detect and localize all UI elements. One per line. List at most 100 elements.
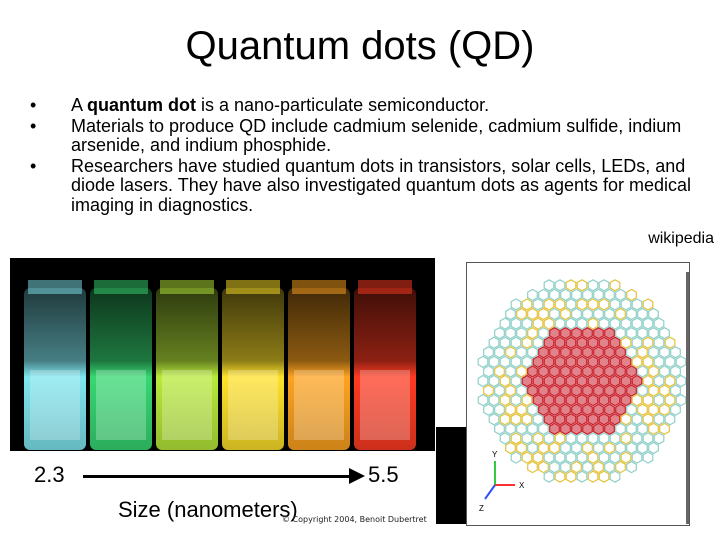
shell-cell (594, 289, 604, 300)
core-cell (588, 414, 598, 425)
vial-cap-5 (292, 280, 346, 294)
shell-cell (599, 452, 609, 463)
shell-cell (511, 376, 521, 387)
core-cell (583, 347, 593, 358)
shell-cell (550, 462, 560, 473)
size-scale: 2.3 5.5 Size (nanometers) © Copyright 20… (10, 451, 435, 530)
core-cell (577, 337, 587, 348)
vial-cap-4 (226, 280, 280, 294)
core-cell (610, 337, 620, 348)
shell-cell (665, 376, 675, 387)
shell-cell (632, 356, 642, 367)
core-cell (539, 347, 549, 358)
shell-cell (599, 471, 609, 482)
shell-cell (583, 289, 593, 300)
shell-cell (610, 433, 620, 444)
shell-cell (511, 433, 521, 444)
core-cell (550, 366, 560, 377)
vial-cap-1 (28, 280, 82, 294)
shell-cell (478, 356, 488, 367)
axis-gizmo: Y X Z (479, 450, 525, 513)
shell-cell (632, 433, 642, 444)
core-cell (583, 423, 593, 434)
shell-cell (643, 299, 653, 310)
bullet-list: • A quantum dot is a nano-particulate se… (30, 96, 710, 216)
shell-cell (643, 318, 653, 329)
shell-cell (632, 452, 642, 463)
shell-cell (506, 404, 516, 415)
shell-cell (643, 376, 653, 387)
core-cell (544, 414, 554, 425)
bullet-icon: • (30, 117, 36, 137)
shell-cell (649, 328, 659, 339)
shell-cell (550, 443, 560, 454)
shell-cell (616, 289, 626, 300)
core-cell (561, 347, 571, 358)
shell-cell (544, 433, 554, 444)
shell-cell (627, 462, 637, 473)
core-cell (616, 347, 626, 358)
shell-cell (489, 414, 499, 425)
shell-cell (555, 299, 565, 310)
shell-cell (517, 385, 527, 396)
shell-cell (660, 328, 670, 339)
shell-cell (627, 404, 637, 415)
lattice-structure (478, 280, 686, 482)
shell-cell (638, 328, 648, 339)
shell-cell (555, 471, 565, 482)
core-cell (561, 423, 571, 434)
core-cell (599, 356, 609, 367)
crystal-lattice-illustration: Y X Z (467, 263, 689, 525)
shell-cell (566, 433, 576, 444)
core-cell (610, 376, 620, 387)
shell-cell (610, 452, 620, 463)
shell-cell (511, 356, 521, 367)
shell-cell (632, 299, 642, 310)
shell-cell (599, 280, 609, 291)
shell-cell (555, 433, 565, 444)
shell-cell (616, 462, 626, 473)
shell-cell (528, 462, 538, 473)
shell-cell (649, 366, 659, 377)
shell-cell (627, 423, 637, 434)
shell-cell (627, 443, 637, 454)
vial-cap-6 (358, 280, 412, 294)
core-cell (566, 414, 576, 425)
shell-cell (495, 423, 505, 434)
shell-cell (665, 356, 675, 367)
shell-cell (605, 289, 615, 300)
vial-glow-1 (30, 370, 80, 440)
shell-cell (594, 309, 604, 320)
shell-cell (561, 309, 571, 320)
shell-cell (506, 309, 516, 320)
shell-cell (676, 395, 686, 406)
shell-cell (533, 433, 543, 444)
shell-cell (660, 385, 670, 396)
shell-cell (588, 318, 598, 329)
core-cell (616, 366, 626, 377)
vial-cap-2 (94, 280, 148, 294)
core-cell (561, 328, 571, 339)
shell-cell (544, 471, 554, 482)
core-cell (588, 356, 598, 367)
core-cell (616, 385, 626, 396)
shell-cell (676, 356, 686, 367)
core-cell (594, 423, 604, 434)
core-cell (605, 347, 615, 358)
shell-cell (599, 299, 609, 310)
shell-cell (511, 337, 521, 348)
shell-cell (621, 414, 631, 425)
shell-cell (550, 289, 560, 300)
core-cell (577, 395, 587, 406)
shell-cell (638, 347, 648, 358)
shell-cell (539, 462, 549, 473)
core-cell (572, 423, 582, 434)
shell-cell (577, 471, 587, 482)
shell-cell (506, 347, 516, 358)
shell-cell (605, 443, 615, 454)
core-cell (550, 423, 560, 434)
core-cell (572, 366, 582, 377)
core-cell (566, 356, 576, 367)
shell-cell (517, 366, 527, 377)
shell-cell (627, 289, 637, 300)
